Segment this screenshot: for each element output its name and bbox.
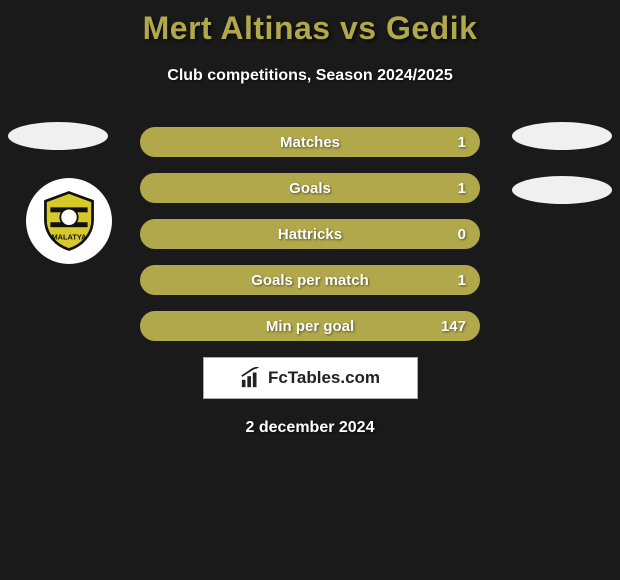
date-label: 2 december 2024 <box>0 419 620 437</box>
player-left-placeholder <box>8 122 108 150</box>
shield-icon: MALATYA <box>38 190 100 252</box>
stat-rows: Matches 1 Goals 1 Hattricks 0 Goals per … <box>140 127 480 341</box>
stat-value: 147 <box>441 318 466 335</box>
player-right-placeholder-2 <box>512 176 612 204</box>
stat-value: 1 <box>458 180 466 197</box>
page-title: Mert Altinas vs Gedik <box>0 0 620 47</box>
stat-row-hattricks: Hattricks 0 <box>140 219 480 249</box>
stat-label: Goals per match <box>251 272 369 289</box>
stat-label: Goals <box>289 180 331 197</box>
club-logo: MALATYA <box>26 178 112 264</box>
subtitle: Club competitions, Season 2024/2025 <box>0 67 620 85</box>
stat-label: Hattricks <box>278 226 342 243</box>
brand-label: FcTables.com <box>268 368 380 388</box>
bar-chart-icon <box>240 367 262 389</box>
stat-row-goals: Goals 1 <box>140 173 480 203</box>
stat-value: 1 <box>458 272 466 289</box>
stat-label: Matches <box>280 134 340 151</box>
stat-value: 1 <box>458 134 466 151</box>
stat-label: Min per goal <box>266 318 354 335</box>
brand-box: FcTables.com <box>203 357 418 399</box>
stat-row-gpm: Goals per match 1 <box>140 265 480 295</box>
player-right-placeholder-1 <box>512 122 612 150</box>
svg-text:MALATYA: MALATYA <box>51 233 87 242</box>
stat-value: 0 <box>458 226 466 243</box>
stat-row-mpg: Min per goal 147 <box>140 311 480 341</box>
stat-row-matches: Matches 1 <box>140 127 480 157</box>
